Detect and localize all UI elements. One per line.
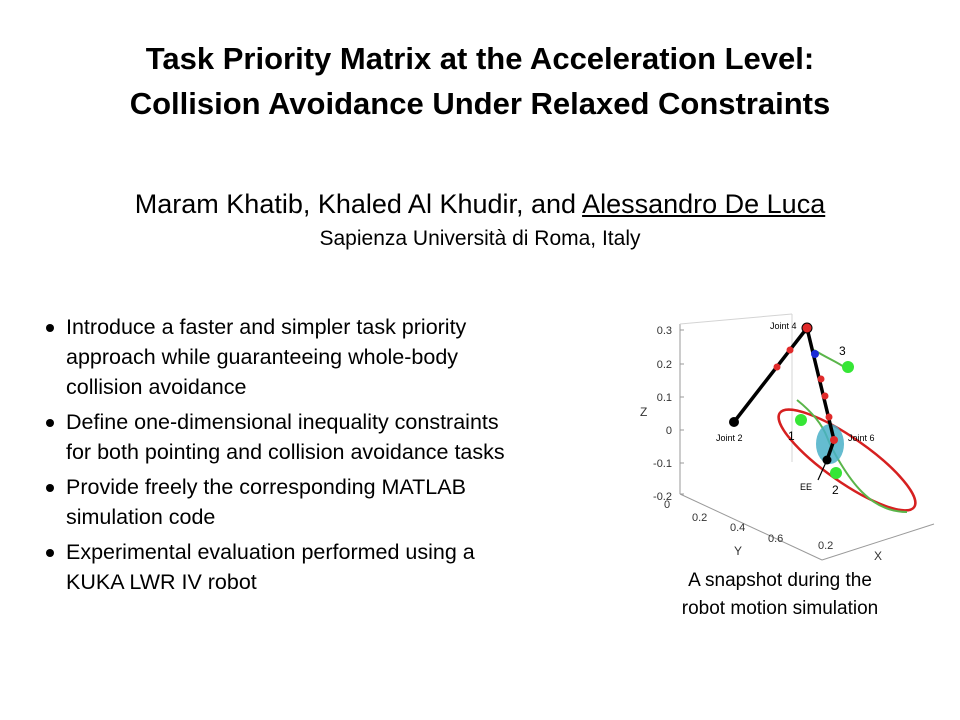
caption-line-1: A snapshot during the (688, 570, 872, 591)
robot-arm (732, 326, 836, 461)
bullet-item: Experimental evaluation performed using … (44, 537, 624, 597)
title-line-1: Task Priority Matrix at the Acceleration… (145, 41, 815, 76)
slide-title: Task Priority Matrix at the Acceleration… (0, 36, 960, 126)
bullet-line: Define one-dimensional inequality constr… (66, 410, 499, 434)
bullet-dot (46, 549, 54, 557)
bullet-list: Introduce a faster and simpler task prio… (44, 312, 624, 602)
y-tick-labels: 0 0.2 0.4 0.6 (664, 499, 783, 545)
joint-2-marker (729, 417, 739, 427)
back-edge (679, 313, 793, 325)
bullet-dot (46, 484, 54, 492)
obstacle-3 (842, 361, 854, 373)
arm-marker (817, 375, 825, 383)
z-ticks (680, 329, 684, 495)
bullet-item: Provide freely the corresponding MATLAB … (44, 472, 624, 532)
bullet-item: Introduce a faster and simpler task prio… (44, 312, 624, 402)
arm-marker (773, 363, 781, 371)
y-axis-line (679, 493, 823, 561)
obstacle-2 (830, 467, 842, 479)
x-tick-label: 0.2 (818, 540, 833, 552)
bullet-dot (46, 419, 54, 427)
figure-caption: A snapshot during the robot motion simul… (630, 567, 930, 623)
y-tick-label: 0 (664, 499, 670, 511)
arm-marker (786, 346, 794, 354)
desired-path (796, 399, 908, 513)
y-tick-label: 0.4 (730, 522, 745, 534)
obstacle-2-label: 2 (832, 483, 839, 497)
obstacle-1-label: 1 (788, 429, 795, 443)
joint-4-marker (801, 322, 813, 334)
obstacle-labels: 1 2 3 (788, 344, 846, 497)
joint-6-marker (830, 436, 838, 444)
arm-marker (825, 413, 833, 421)
z-tick-label: 0.2 (657, 359, 672, 371)
z-tick-label: -0.2 (653, 491, 672, 503)
joint-2-label: Joint 2 (716, 433, 743, 443)
title-line-2: Collision Avoidance Under Relaxed Constr… (129, 86, 831, 121)
x-axis-label: X (874, 549, 882, 563)
z-tick-label: -0.1 (653, 458, 672, 470)
obstacle-sphere (816, 424, 844, 464)
axes-frame (679, 313, 935, 561)
z-tick-label: 0.3 (657, 325, 672, 337)
bullet-line: KUKA LWR IV robot (66, 570, 257, 594)
robot-plot: 0.3 0.2 0.1 0 -0.1 -0.2 Z 0 0.2 0.4 0.6 … (640, 313, 935, 563)
obstacle-1 (795, 414, 807, 426)
y-axis-label: Y (734, 544, 742, 558)
z-tick-label: 0 (666, 425, 672, 437)
caption-line-2: robot motion simulation (681, 598, 879, 619)
blue-marker (811, 350, 819, 358)
ee-label: EE (800, 482, 812, 492)
bullet-line: collision avoidance (66, 375, 247, 399)
obstacle-3-label: 3 (839, 344, 846, 358)
bullet-line: for both pointing and collision avoidanc… (66, 440, 505, 464)
arm-marker (821, 392, 829, 400)
bullet-line: Experimental evaluation performed using … (66, 540, 475, 564)
bullet-line: Introduce a faster and simpler task prio… (66, 315, 467, 339)
authors-plain: Maram Khatib, Khaled Al Khudir, and (134, 189, 583, 219)
x-axis-line (821, 523, 935, 561)
ee-trajectory-ellipse (777, 408, 917, 512)
y-tick-label: 0.6 (768, 533, 783, 545)
bullet-line: simulation code (66, 505, 216, 529)
bullet-item: Define one-dimensional inequality constr… (44, 407, 624, 467)
authors: Maram Khatib, Khaled Al Khudir, and Ales… (0, 186, 960, 222)
y-tick-label: 0.2 (692, 512, 707, 524)
bullet-line: approach while guaranteeing whole-body (66, 345, 459, 369)
bullet-dot (46, 324, 54, 332)
robot-simulation-figure: 0.3 0.2 0.1 0 -0.1 -0.2 Z 0 0.2 0.4 0.6 … (622, 312, 942, 570)
joint-4-label: Joint 4 (770, 321, 797, 331)
z-tick-labels: 0.3 0.2 0.1 0 -0.1 -0.2 (653, 325, 672, 503)
z-tick-label: 0.1 (657, 392, 672, 404)
z-axis-label: Z (640, 405, 647, 419)
figure-labels: Joint 4 Joint 2 Joint 6 EE (716, 321, 875, 492)
ee-marker (822, 455, 832, 465)
affiliation: Sapienza Università di Roma, Italy (319, 227, 641, 250)
bullet-line: Provide freely the corresponding MATLAB (66, 475, 466, 499)
author-highlighted: Alessandro De Luca (582, 189, 826, 219)
joint-6-label: Joint 6 (848, 433, 875, 443)
